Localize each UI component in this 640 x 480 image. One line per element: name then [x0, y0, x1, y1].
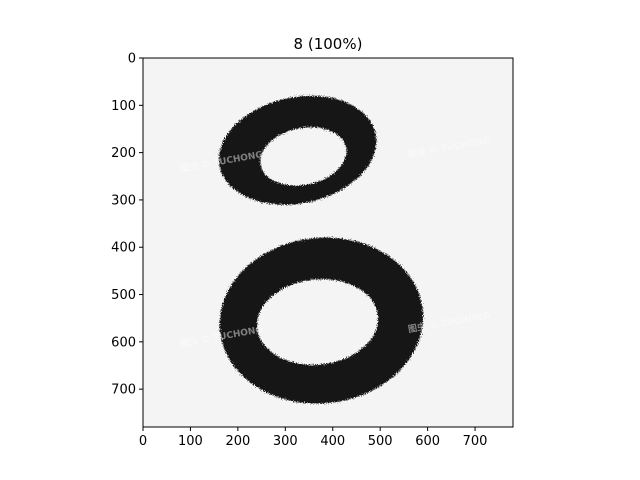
x-tick-label: 600: [415, 434, 440, 449]
y-axis: 0 100 200 300 400 500 600 700: [111, 52, 143, 398]
digit-eight-strokes: [219, 95, 424, 404]
y-tick-label: 500: [111, 288, 136, 303]
axes-frame: [142, 57, 514, 428]
y-tick-label: 100: [111, 99, 136, 114]
x-tick-label: 500: [368, 434, 393, 449]
y-tick-label: 600: [111, 335, 136, 350]
y-tick-label: 400: [111, 241, 136, 256]
x-tick-label: 200: [225, 434, 250, 449]
digit-image: 图虫 © TUCHONG 图虫 © TUCHONG 图虫 © TUCHONG 图…: [143, 58, 513, 427]
y-tick-label: 200: [111, 146, 136, 161]
lower-loop-stroke: [219, 237, 424, 404]
x-tick-label: 0: [139, 434, 147, 449]
y-tick-label: 0: [128, 52, 136, 67]
x-tick-label: 300: [273, 434, 298, 449]
x-axis: 0 100 200 300 400 500 600 700: [139, 427, 488, 449]
y-tick-label: 700: [111, 383, 136, 398]
chart-title: 8 (100%): [294, 35, 363, 53]
upper-loop-stroke: [219, 95, 377, 205]
y-tick-label: 300: [111, 193, 136, 208]
x-tick-label: 100: [178, 434, 203, 449]
x-tick-label: 400: [320, 434, 345, 449]
x-tick-label: 700: [463, 434, 488, 449]
